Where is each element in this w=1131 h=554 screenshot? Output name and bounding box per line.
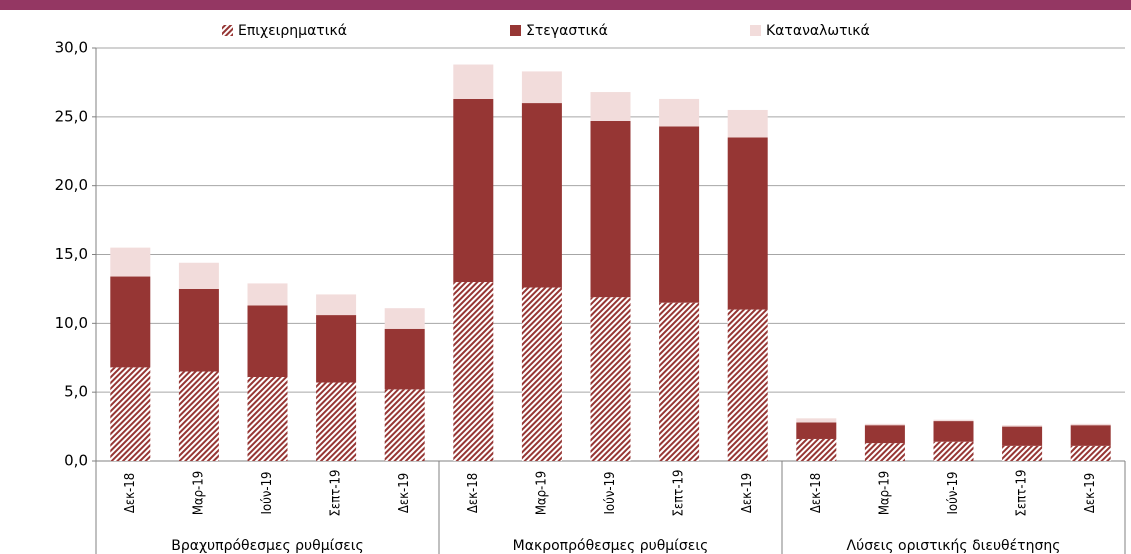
bar-segment xyxy=(1002,426,1043,446)
bar-segment xyxy=(727,137,768,310)
x-tick-label: Ιούν-19 xyxy=(603,472,618,515)
bar-segment xyxy=(110,276,151,368)
bar-segment xyxy=(521,287,562,461)
legend-label: Καταναλωτικά xyxy=(766,23,870,39)
x-tick-label: Μαρ-19 xyxy=(191,471,206,515)
y-tick-label: 0,0 xyxy=(64,452,88,470)
y-tick-label: 15,0 xyxy=(55,245,88,263)
bar-segment xyxy=(453,282,494,461)
bar-segment xyxy=(796,422,837,439)
y-tick-label: 20,0 xyxy=(55,176,88,194)
bar-segment xyxy=(590,297,631,461)
bar-segment xyxy=(521,103,562,288)
y-tick-label: 30,0 xyxy=(55,39,88,57)
x-tick-label: Δεκ-18 xyxy=(809,473,824,513)
bar-segment xyxy=(247,283,288,306)
bar-segment xyxy=(384,389,425,461)
bar-segment xyxy=(727,309,768,461)
bar-segment xyxy=(1070,445,1111,461)
bar-segment xyxy=(384,308,425,329)
y-tick-label: 10,0 xyxy=(55,314,88,332)
x-tick-label: Δεκ-19 xyxy=(1083,473,1098,513)
group-label: Βραχυπρόθεσμες ρυθμίσεις xyxy=(171,538,364,554)
bar-segment xyxy=(933,419,974,422)
bar-segment xyxy=(659,98,700,127)
bar-segment xyxy=(453,64,494,99)
bar-segment xyxy=(1070,423,1111,426)
x-tick-label: Μαρ-19 xyxy=(877,471,892,515)
bar-segment xyxy=(178,262,219,289)
y-tick-label: 5,0 xyxy=(64,383,88,401)
bar-segment xyxy=(864,423,905,426)
x-tick-label: Ιούν-19 xyxy=(260,472,275,515)
group-label: Μακροπρόθεσμες ρυθμίσεις xyxy=(513,538,709,554)
legend-label: Στεγαστικά xyxy=(526,23,608,39)
bar-segment xyxy=(590,120,631,298)
bar-segment xyxy=(521,71,562,104)
bar-segment xyxy=(933,441,974,461)
group-label: Λύσεις οριστικής διευθέτησης xyxy=(847,538,1061,554)
x-tick-label: Δεκ-18 xyxy=(123,473,138,513)
bar-segment xyxy=(110,367,151,461)
x-tick-label: Δεκ-19 xyxy=(397,473,412,513)
x-tick-label: Δεκ-18 xyxy=(466,473,481,513)
x-tick-label: Ιούν-19 xyxy=(946,472,961,515)
legend-swatch xyxy=(750,25,761,36)
x-tick-label: Σεπτ-19 xyxy=(1015,470,1030,517)
bar-segment xyxy=(316,294,357,316)
bar-segment xyxy=(247,305,288,378)
bar-segment xyxy=(110,247,151,277)
bar-segment xyxy=(727,109,768,138)
header-band xyxy=(0,0,1131,10)
bar-segment xyxy=(178,288,219,372)
bar-segment xyxy=(659,126,700,303)
bar-segment xyxy=(864,425,905,444)
bar-segment xyxy=(453,98,494,283)
bar-segment xyxy=(933,421,974,442)
bar-segment xyxy=(1002,445,1043,461)
x-tick-label: Μαρ-19 xyxy=(534,471,549,515)
x-tick-label: Σεπτ-19 xyxy=(329,470,344,517)
bar-segment xyxy=(659,302,700,461)
bar-segment xyxy=(796,438,837,461)
bar-segment xyxy=(247,377,288,461)
bar-segment xyxy=(384,328,425,390)
y-tick-label: 25,0 xyxy=(55,107,88,125)
x-tick-label: Σεπτ-19 xyxy=(672,470,687,517)
bar-segment xyxy=(864,443,905,461)
bar-segment xyxy=(590,92,631,121)
bar-segment xyxy=(1070,425,1111,446)
bar-segment xyxy=(1002,425,1043,427)
legend-swatch xyxy=(222,25,233,36)
x-tick-label: Δεκ-19 xyxy=(740,473,755,513)
bar-segment xyxy=(178,371,219,461)
bar-segment xyxy=(316,382,357,461)
bar-segment xyxy=(796,418,837,423)
bar-segment xyxy=(316,315,357,383)
legend-swatch xyxy=(510,25,521,36)
legend-label: Επιχειρηματικά xyxy=(238,23,347,39)
